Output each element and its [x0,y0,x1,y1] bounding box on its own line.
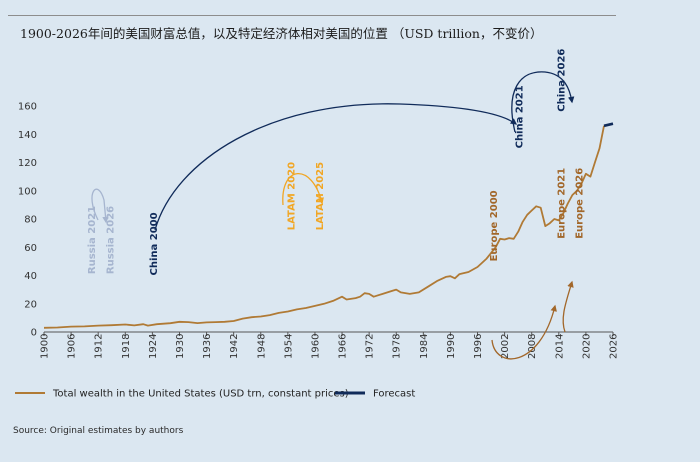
x-tick-label: 2008 [527,334,538,359]
x-tick-label: 1996 [473,334,484,359]
annotation-label: LATAM 2020 [287,162,298,230]
annotation-arrow-0 [91,188,109,224]
x-tick-label: 1948 [256,334,267,359]
y-tick-label: 140 [18,130,37,141]
annotation-label: LATAM 2025 [315,162,326,230]
annotation-label: Europe 2000 [489,190,500,261]
y-tick-label: 80 [24,215,37,226]
y-tick-label: 100 [18,186,37,197]
y-tick-label: 60 [24,243,37,254]
x-tick-label: 1936 [202,334,213,359]
x-tick-label: 1990 [446,334,457,359]
x-tick-label: 1978 [392,334,403,359]
x-tick-label: 1912 [94,334,105,359]
x-tick-label: 1972 [365,334,376,359]
x-tick-label: 1966 [338,334,349,359]
annotation-arrow-3 [511,71,575,133]
legend-label: Total wealth in the United States (USD t… [52,389,349,400]
x-tick-label: 1942 [229,334,240,359]
x-tick-label: 2020 [581,334,592,359]
annotation-arrow-2 [282,173,324,206]
source-note: Source: Original estimates by authors [13,426,184,436]
x-tick-label: 1984 [419,334,430,359]
y-tick-label: 0 [31,328,37,339]
annotation-label: Europe 2026 [575,168,586,239]
legend-label: Forecast [373,389,415,400]
forecast-line [603,122,614,128]
annotation-label: Europe 2021 [557,168,568,239]
x-tick-label: 1918 [121,334,132,359]
y-tick-label: 20 [24,299,37,310]
top-rule [8,15,616,16]
annotation-label: China 2026 [557,49,568,112]
y-tick-label: 160 [18,102,37,113]
annotation-label: Russia 2026 [106,206,117,274]
annotation-label: China 2000 [149,212,160,275]
x-tick-label: 2026 [609,334,620,359]
x-tick-label: 1930 [175,334,186,359]
x-tick-label: 1960 [310,334,321,359]
chart-title: 1900-2026年间的美国财富总值，以及特定经济体相对美国的位置 （USD t… [20,26,543,41]
annotation-arrow-4 [491,304,557,360]
annotation-label: Russia 2021 [87,206,98,274]
x-tick-label: 1954 [283,334,294,359]
annotation-arrow-1 [154,103,518,231]
annotation-label: China 2021 [515,85,526,148]
x-tick-label: 1924 [148,334,159,359]
x-tick-label: 2002 [500,334,511,359]
annotation-arrow-5 [562,280,574,333]
x-tick-label: 1900 [40,334,51,359]
y-tick-label: 120 [18,158,37,169]
y-tick-label: 40 [24,271,37,282]
x-tick-label: 2014 [554,334,565,359]
wealth-line [43,125,605,329]
x-tick-label: 1906 [67,334,78,359]
